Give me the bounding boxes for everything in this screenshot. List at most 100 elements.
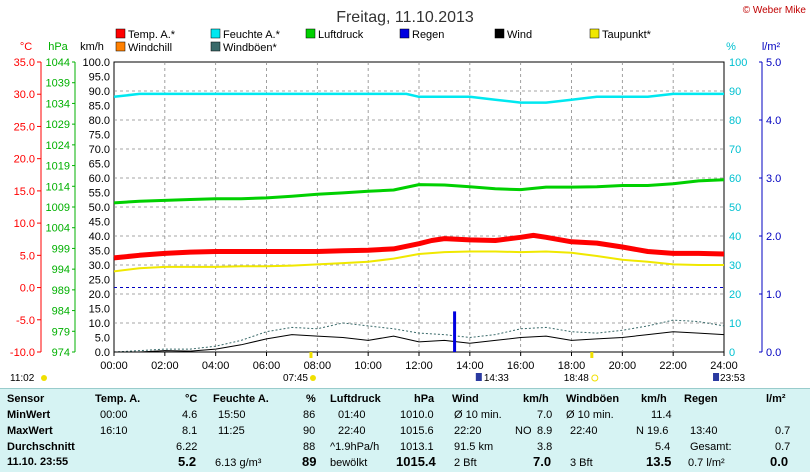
tick-label-percent: 10 — [729, 318, 741, 330]
max-hum: 90 — [303, 425, 316, 437]
tick-label-kmh: 50.0 — [89, 202, 110, 214]
min-temp-time: 00:00 — [100, 409, 128, 421]
legend-label-wind: Wind — [507, 29, 532, 41]
moonset-time: 23:53 — [720, 373, 745, 384]
tick-label-time: 00:00 — [100, 360, 128, 372]
col-unit-temp: °C — [185, 393, 198, 405]
legend-label-luftdruck: Luftdruck — [318, 29, 364, 41]
row-label-current: 11.10. 23:55 — [7, 456, 69, 468]
tick-label-celsius: -10.0 — [10, 347, 35, 359]
moonrise-time: 14:33 — [484, 373, 509, 384]
tick-label-hpa: 1034 — [46, 98, 70, 110]
tick-label-percent: 0 — [729, 347, 735, 359]
legend-swatch-luftdruck — [305, 28, 316, 39]
avg-rain-label: Gesamt: — [690, 441, 732, 453]
min-wind-label: Ø 10 min. — [454, 409, 502, 421]
legend-label-regen: Regen — [412, 29, 444, 41]
moon-left-time: 11:02 — [10, 373, 35, 384]
col-header-press: Luftdruck — [330, 393, 381, 405]
series-line-taupunkt — [113, 250, 724, 273]
col-header-gust: Windböen — [566, 393, 620, 405]
current-gust-bft: 3 Bft — [570, 457, 593, 469]
max-hum-time: 11:25 — [218, 425, 245, 437]
tick-label-hpa: 989 — [52, 285, 70, 297]
current-press: 1015.4 — [396, 454, 436, 469]
legend-swatch-temp-a — [115, 28, 126, 39]
max-press: 1015.6 — [400, 425, 434, 437]
tick-label-kmh: 65.0 — [89, 159, 110, 171]
legend-swatch-feuchte-a — [210, 28, 221, 39]
max-wind-dir: NO — [515, 425, 532, 437]
legend-label-feuchte-a: Feuchte A.* — [223, 29, 281, 41]
tick-label-kmh: 30.0 — [89, 260, 110, 272]
legend-label-windb-en: Windböen* — [223, 42, 278, 54]
sunset-time: 18:48 — [564, 373, 589, 384]
sunset-icon — [591, 374, 599, 382]
col-unit-rain: l/m² — [766, 393, 786, 405]
chart-title: Freitag, 11.10.2013 — [336, 9, 474, 26]
tick-label-percent: 30 — [729, 260, 741, 272]
grid — [114, 62, 724, 352]
max-gust-label: 22:40 — [570, 425, 598, 437]
min-wind: 7.0 — [537, 409, 553, 421]
tick-label-hpa: 984 — [52, 306, 70, 318]
col-unit-wind: km/h — [523, 393, 549, 405]
tick-label-percent: 80 — [729, 115, 741, 127]
series-line-wind — [114, 331, 725, 353]
legend-label-taupunkt: Taupunkt* — [602, 29, 652, 41]
tick-label-hpa: 974 — [52, 347, 70, 359]
axis-unit-hpa: hPa — [48, 41, 68, 53]
tick-label-celsius: 20.0 — [14, 154, 35, 166]
col-unit-hum: % — [306, 393, 316, 405]
max-press-time: 22:40 — [338, 425, 366, 437]
tick-label-kmh: 20.0 — [89, 289, 110, 301]
series-line-feuchte-a — [113, 92, 724, 104]
tick-label-percent: 20 — [729, 289, 741, 301]
axis-unit-rain: l/m² — [762, 41, 781, 53]
current-rain: 0.0 — [770, 454, 789, 469]
tick-label-celsius: -5.0 — [16, 315, 35, 327]
tick-label-hpa: 994 — [52, 264, 70, 276]
tick-label-percent: 50 — [729, 202, 741, 214]
avg-rain: 0.7 — [775, 441, 791, 453]
tick-label-percent: 90 — [729, 86, 741, 98]
watermark: © Weber Mike — [743, 5, 807, 16]
tick-label-kmh: 90.0 — [89, 86, 110, 98]
tick-label-percent: 60 — [729, 173, 741, 185]
tick-label-celsius: 15.0 — [14, 186, 35, 198]
tick-label-kmh: 40.0 — [89, 231, 110, 243]
max-gust-dir: N — [636, 425, 644, 437]
row-label-min: MinWert — [7, 409, 51, 421]
max-wind: 8.9 — [537, 425, 553, 437]
series-line-temp-a — [113, 232, 725, 261]
col-header-rain: Regen — [684, 393, 718, 405]
tick-label-time: 12:00 — [405, 360, 433, 372]
min-press-time: 01:40 — [338, 409, 366, 421]
tick-label-hpa: 979 — [52, 326, 70, 338]
avg-temp: 6.22 — [176, 441, 198, 453]
tick-label-time: 04:00 — [202, 360, 230, 372]
axis-unit-percent: % — [726, 41, 736, 53]
tick-label-time: 18:00 — [558, 360, 586, 372]
tick-label-time: 14:00 — [456, 360, 484, 372]
tick-label-kmh: 15.0 — [89, 304, 110, 316]
tick-label-percent: 40 — [729, 231, 741, 243]
tick-label-hpa: 1039 — [46, 78, 70, 90]
statistics-table: Sensor Temp. A. °C Feuchte A. % Luftdruc… — [0, 388, 810, 472]
legend-swatch-windb-en — [210, 41, 221, 52]
avg-gust: 5.4 — [655, 441, 671, 453]
tick-label-celsius: 25.0 — [14, 121, 35, 133]
col-unit-press: hPa — [414, 393, 435, 405]
tick-label-kmh: 45.0 — [89, 217, 110, 229]
tick-label-celsius: 30.0 — [14, 89, 35, 101]
tick-label-kmh: 60.0 — [89, 173, 110, 185]
tick-label-celsius: 0.0 — [20, 283, 35, 295]
current-hum-abs: 6.13 g/m³ — [215, 457, 262, 469]
col-unit-gust: km/h — [641, 393, 667, 405]
tick-label-hpa: 1044 — [46, 57, 70, 69]
current-wind-bft: 2 Bft — [454, 457, 477, 469]
tick-label-rain: 2.0 — [766, 231, 781, 243]
avg-press-trend: ^1.9hPa/h — [330, 441, 380, 453]
current-temp: 5.2 — [178, 454, 197, 469]
legend-swatch-windchill — [115, 41, 126, 52]
